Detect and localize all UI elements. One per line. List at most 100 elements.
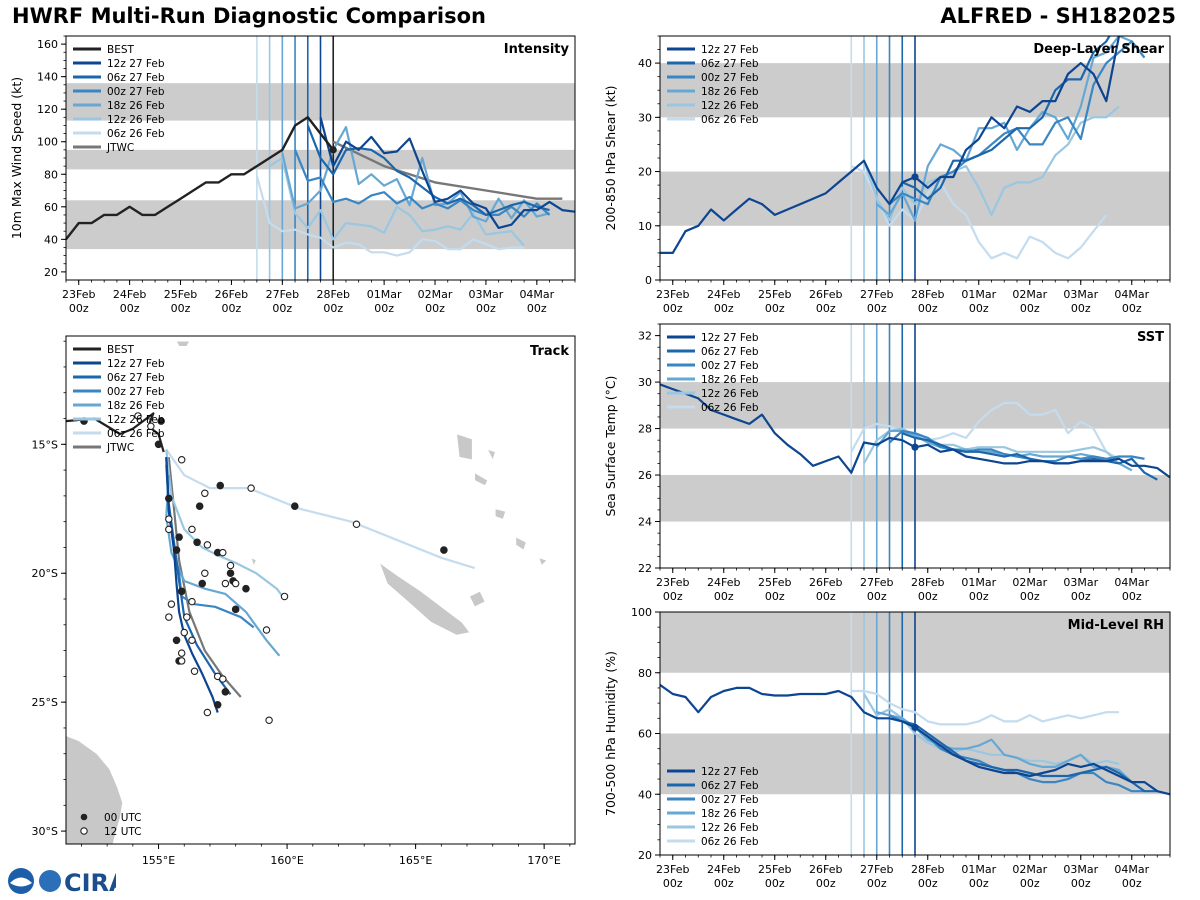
track-marker-12utc bbox=[165, 515, 173, 523]
legend-label-12z-26-feb: 12z 26 Feb bbox=[107, 414, 165, 426]
intensity-xtick-label: 03Mar bbox=[469, 288, 504, 301]
legend-label-jtwc: JTWC bbox=[106, 142, 134, 154]
sst-panel-title: SST bbox=[1137, 330, 1164, 345]
sst-xtick-label: 02Mar bbox=[1012, 576, 1047, 589]
track-marker-00utc bbox=[195, 502, 204, 510]
intensity-xtick-label: 25Feb bbox=[164, 288, 197, 301]
intensity-xtick-label: 00z bbox=[171, 302, 191, 315]
intensity-xtick-label: 00z bbox=[272, 302, 292, 315]
track-marker-12utc bbox=[183, 613, 191, 621]
shear-xtick-label: 00z bbox=[714, 302, 734, 315]
legend-label-12z-27-feb: 12z 27 Feb bbox=[701, 44, 759, 56]
sst-ytick-label: 32 bbox=[638, 330, 652, 343]
track-marker-12utc bbox=[203, 708, 212, 717]
intensity-xtick-label: 00z bbox=[374, 302, 394, 315]
rh-xtick-label: 24Feb bbox=[707, 863, 740, 876]
sst-xtick-label: 00z bbox=[1071, 590, 1091, 603]
legend-label-00z-27-feb: 00z 27 Feb bbox=[107, 386, 165, 398]
queensland-land bbox=[66, 735, 123, 844]
vanuatu-land-3 bbox=[494, 508, 506, 520]
shear-series-06z-26-feb bbox=[850, 165, 1108, 260]
shear-xtick-label: 01Mar bbox=[961, 288, 996, 301]
shear-panel-title: Deep-Layer Shear bbox=[1033, 42, 1164, 57]
legend-label-00z-27-feb: 00z 27 Feb bbox=[701, 360, 759, 372]
track-marker-00utc bbox=[177, 587, 186, 596]
shear-xtick-label: 00z bbox=[867, 302, 887, 315]
track-marker-00utc bbox=[157, 417, 165, 425]
track-ytick-label: 20°S bbox=[32, 567, 58, 580]
rh-xtick-label: 00z bbox=[816, 877, 836, 890]
intensity-series-06z-26-feb bbox=[255, 175, 525, 257]
sst-ytick-label: 28 bbox=[638, 423, 652, 436]
legend-label-best: BEST bbox=[107, 344, 135, 356]
rh-xtick-label: 00z bbox=[918, 877, 938, 890]
rh-xtick-label: 02Mar bbox=[1012, 863, 1047, 876]
track-marker-00utc bbox=[198, 579, 207, 588]
intensity-marker-best bbox=[329, 146, 337, 154]
sst-panel: 22242628303223Feb00z24Feb00z25Feb00z26Fe… bbox=[603, 323, 1171, 603]
rh-xtick-label: 00z bbox=[663, 877, 683, 890]
sst-ytick-label: 22 bbox=[638, 562, 652, 575]
intensity-series-00z-27-feb bbox=[294, 149, 551, 218]
legend-label-00z-27-feb: 00z 27 Feb bbox=[107, 86, 165, 98]
shear-ytick-label: 0 bbox=[645, 274, 652, 287]
intensity-series-06z-27-feb bbox=[306, 125, 550, 216]
track-marker-00utc bbox=[242, 584, 250, 593]
intensity-ytick-label: 20 bbox=[44, 266, 58, 279]
shear-xtick-label: 00z bbox=[1122, 302, 1142, 315]
track-xtick-label: 160°E bbox=[270, 854, 303, 867]
rh-ytick-label: 20 bbox=[638, 849, 652, 862]
track-marker-12utc bbox=[177, 657, 186, 665]
intensity-series-12z-27-feb bbox=[319, 117, 575, 229]
sst-ytick-label: 26 bbox=[638, 469, 652, 482]
legend-label-12z-27-feb: 12z 27 Feb bbox=[107, 358, 165, 370]
rh-xtick-label: 01Mar bbox=[961, 863, 996, 876]
rh-panel-title: Mid-Level RH bbox=[1068, 618, 1164, 633]
intensity-xtick-label: 02Mar bbox=[418, 288, 453, 301]
track-marker-12utc bbox=[177, 649, 186, 657]
track-marker-00utc bbox=[290, 502, 299, 510]
track-series-best bbox=[66, 412, 165, 453]
track-marker-12utc bbox=[165, 613, 173, 621]
intensity-series-jtwc bbox=[332, 140, 563, 200]
track-marker-12utc bbox=[177, 456, 186, 464]
track-legend-marker-00utc bbox=[80, 813, 88, 821]
intensity-xtick-label: 26Feb bbox=[215, 288, 248, 301]
shear-ytick-label: 40 bbox=[638, 57, 652, 70]
legend-label-best: BEST bbox=[107, 44, 135, 56]
track-plot-area bbox=[66, 340, 548, 844]
track-ytick-label: 15°S bbox=[32, 438, 58, 451]
shear-xtick-label: 00z bbox=[969, 302, 989, 315]
shear-xtick-label: 27Feb bbox=[860, 288, 893, 301]
sst-xtick-label: 00z bbox=[918, 590, 938, 603]
rh-ytick-label: 80 bbox=[638, 667, 652, 680]
sst-xtick-label: 04Mar bbox=[1114, 576, 1149, 589]
legend-label-06z-26-feb: 06z 26 Feb bbox=[107, 128, 165, 140]
rh-xtick-label: 28Feb bbox=[911, 863, 944, 876]
track-marker-12utc bbox=[167, 600, 176, 608]
vanuatu-land-5 bbox=[538, 557, 548, 567]
legend-label-12z-26-feb: 12z 26 Feb bbox=[701, 822, 759, 834]
track-xtick-label: 165°E bbox=[399, 854, 432, 867]
shear-xtick-label: 00z bbox=[1020, 302, 1040, 315]
shear-xtick-label: 00z bbox=[663, 302, 683, 315]
track-xtick-label: 155°E bbox=[142, 854, 175, 867]
intensity-xtick-label: 01Mar bbox=[367, 288, 402, 301]
intensity-xtick-label: 28Feb bbox=[316, 288, 349, 301]
rh-ytick-label: 40 bbox=[638, 788, 652, 801]
sst-xtick-label: 00z bbox=[663, 590, 683, 603]
storm-title: ALFRED - SH182025 bbox=[940, 4, 1176, 28]
track-marker-00utc bbox=[440, 546, 448, 554]
rh-ylabel: 700-500 hPa Humidity (%) bbox=[603, 651, 618, 816]
shear-panel: 01020304023Feb00z24Feb00z25Feb00z26Feb00… bbox=[603, 35, 1171, 315]
intensity-ytick-label: 140 bbox=[37, 71, 58, 84]
legend-label-06z-27-feb: 06z 27 Feb bbox=[701, 58, 759, 70]
intensity-ytick-label: 160 bbox=[37, 38, 58, 51]
intensity-ytick-label: 60 bbox=[44, 201, 58, 214]
rh-xtick-label: 00z bbox=[969, 877, 989, 890]
intensity-series-best bbox=[66, 116, 335, 241]
intensity-xtick-label: 00z bbox=[527, 302, 547, 315]
sst-ytick-label: 24 bbox=[638, 516, 652, 529]
intensity-ytick-label: 40 bbox=[44, 233, 58, 246]
track-marker-12utc bbox=[280, 592, 289, 601]
